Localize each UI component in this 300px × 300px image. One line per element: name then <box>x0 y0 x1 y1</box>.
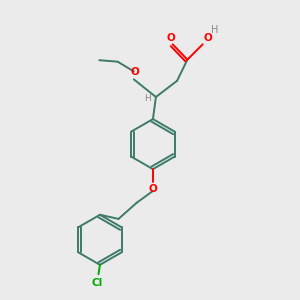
Text: O: O <box>148 184 157 194</box>
Text: Cl: Cl <box>92 278 103 288</box>
Text: O: O <box>130 67 139 77</box>
Text: O: O <box>204 32 213 43</box>
Text: H: H <box>211 25 218 35</box>
Text: O: O <box>167 33 176 43</box>
Text: H: H <box>144 94 151 103</box>
